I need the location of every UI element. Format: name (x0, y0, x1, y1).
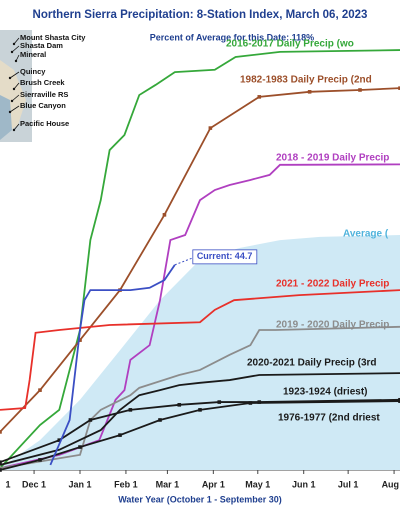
x-tick-label: 1 (5, 479, 10, 489)
series-label: 2019 - 2020 Daily Precip (276, 320, 389, 331)
series-line (0, 87, 400, 433)
annotation-box (192, 249, 258, 265)
chart-title: Northern Sierra Precipitation: 8-Station… (33, 9, 368, 21)
x-tick-label: Aug 1 (382, 479, 400, 489)
x-tick-label: Jul 1 (338, 479, 359, 489)
series-label: 1923-1924 (driest) (283, 387, 368, 398)
station-label: Quincy (20, 67, 46, 76)
series-marker (78, 338, 82, 342)
series-label: 2021 - 2022 Daily Precip (276, 279, 389, 290)
x-tick-label: Apr 1 (202, 479, 225, 489)
station-leader (11, 45, 20, 53)
series-marker (0, 468, 2, 472)
station-label: Shasta Dam (20, 41, 63, 50)
series-line (0, 400, 400, 471)
series-line (0, 372, 400, 466)
series-marker (128, 408, 133, 412)
series-marker (78, 445, 82, 449)
station-dot (8, 76, 12, 80)
series-marker (0, 460, 2, 464)
station-leader (13, 82, 20, 90)
x-tick-label: Mar 1 (156, 479, 180, 489)
chart-subtitle: Percent of Average for this Date: 118% (150, 32, 314, 42)
x-axis-label: Water Year (October 1 - September 30) (118, 494, 282, 504)
series-marker (257, 95, 262, 99)
station-label: Blue Canyon (20, 101, 66, 110)
station-dot (8, 110, 12, 114)
current-label: Current: 44.7 (197, 251, 253, 261)
station-leader (9, 105, 20, 113)
series-marker (0, 430, 2, 434)
station-label: Sierraville RS (20, 90, 68, 99)
series-label: 2018 - 2019 Daily Precip (276, 153, 389, 164)
station-label: Pacific House (20, 119, 69, 128)
series-marker (88, 418, 93, 422)
station-leader (9, 71, 20, 79)
series-label: 1976-1977 (2nd driest (278, 413, 380, 424)
series-line (0, 163, 400, 470)
series-label: Average ( (343, 229, 389, 240)
station-label: Brush Creek (20, 78, 65, 87)
series-marker (158, 418, 162, 422)
x-tick-label: Jun 1 (292, 479, 316, 489)
plot-area (0, 49, 400, 474)
series-marker (398, 86, 400, 90)
series-line (0, 49, 400, 469)
x-tick-label: May 1 (245, 479, 270, 489)
series-marker (217, 400, 222, 404)
station-dot (12, 42, 16, 46)
series-marker (398, 399, 400, 403)
series-marker (177, 403, 182, 407)
station-leader (13, 123, 20, 131)
station-dot (14, 59, 18, 63)
series-marker (358, 88, 362, 92)
x-tick-label: Dec 1 (22, 479, 46, 489)
series-line (0, 289, 400, 411)
series-marker (208, 126, 213, 130)
station-label: Mount Shasta City (20, 33, 86, 42)
station-leader (13, 37, 20, 45)
station-label: Mineral (20, 50, 46, 59)
series-label: 2020-2021 Daily Precip (3rd (247, 358, 377, 369)
annotation-arrow (174, 257, 193, 266)
series-label: 2016-2017 Daily Precip (wo (226, 39, 354, 50)
station-dot (12, 87, 16, 91)
map-shade (0, 95, 12, 140)
station-leader (11, 94, 20, 102)
series-line (49, 264, 176, 466)
series-marker (198, 408, 202, 412)
series-marker (38, 388, 42, 392)
series-marker (248, 401, 253, 405)
series-marker (118, 433, 122, 437)
series-marker (307, 90, 312, 94)
series-marker (57, 438, 62, 442)
x-tick-label: Jan 1 (68, 479, 91, 489)
series-label: 1982-1983 Daily Precip (2nd (240, 75, 372, 86)
station-dot (10, 50, 14, 54)
station-dot (12, 128, 16, 132)
x-tick-label: Feb 1 (114, 479, 138, 489)
series-marker (162, 213, 167, 217)
station-dot (10, 99, 14, 103)
series-marker (38, 458, 42, 462)
